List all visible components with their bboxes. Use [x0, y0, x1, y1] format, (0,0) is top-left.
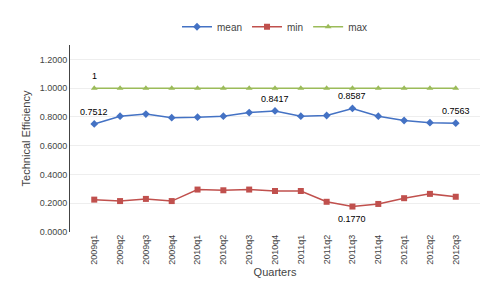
svg-text:mean: mean: [217, 22, 242, 33]
svg-text:0.0000: 0.0000: [40, 227, 68, 237]
svg-text:2011q2: 2011q2: [322, 235, 332, 264]
svg-text:2009q1: 2009q1: [89, 235, 99, 265]
svg-text:Technical Efficiency: Technical Efficiency: [20, 90, 32, 186]
svg-text:2009q4: 2009q4: [167, 235, 177, 265]
svg-text:2011q4: 2011q4: [373, 235, 383, 264]
svg-text:2011q3: 2011q3: [347, 235, 357, 264]
svg-text:0.7512: 0.7512: [80, 107, 108, 117]
svg-text:2011q1: 2011q1: [296, 235, 306, 264]
svg-text:2009q3: 2009q3: [141, 235, 151, 265]
svg-text:0.7563: 0.7563: [442, 106, 470, 116]
svg-text:Quarters: Quarters: [254, 266, 297, 278]
svg-text:2010q1: 2010q1: [192, 235, 202, 265]
svg-text:max: max: [348, 22, 367, 33]
svg-text:2010q4: 2010q4: [270, 235, 280, 265]
svg-text:2012q3: 2012q3: [451, 235, 461, 265]
svg-text:0.4000: 0.4000: [40, 170, 68, 180]
svg-text:0.8417: 0.8417: [261, 94, 289, 104]
svg-text:2012q1: 2012q1: [399, 235, 409, 265]
svg-text:1.2000: 1.2000: [40, 55, 68, 65]
svg-text:min: min: [287, 22, 303, 33]
svg-text:2010q2: 2010q2: [218, 235, 228, 265]
svg-text:0.8587: 0.8587: [338, 91, 366, 101]
svg-text:0.2000: 0.2000: [40, 198, 68, 208]
svg-text:0.1770: 0.1770: [338, 214, 366, 224]
svg-text:1: 1: [92, 71, 97, 81]
svg-text:0.8000: 0.8000: [40, 112, 68, 122]
svg-text:2009q2: 2009q2: [115, 235, 125, 265]
svg-text:1.0000: 1.0000: [40, 83, 68, 93]
svg-text:2010q3: 2010q3: [244, 235, 254, 265]
svg-text:0.6000: 0.6000: [40, 141, 68, 151]
svg-text:2012q2: 2012q2: [425, 235, 435, 265]
